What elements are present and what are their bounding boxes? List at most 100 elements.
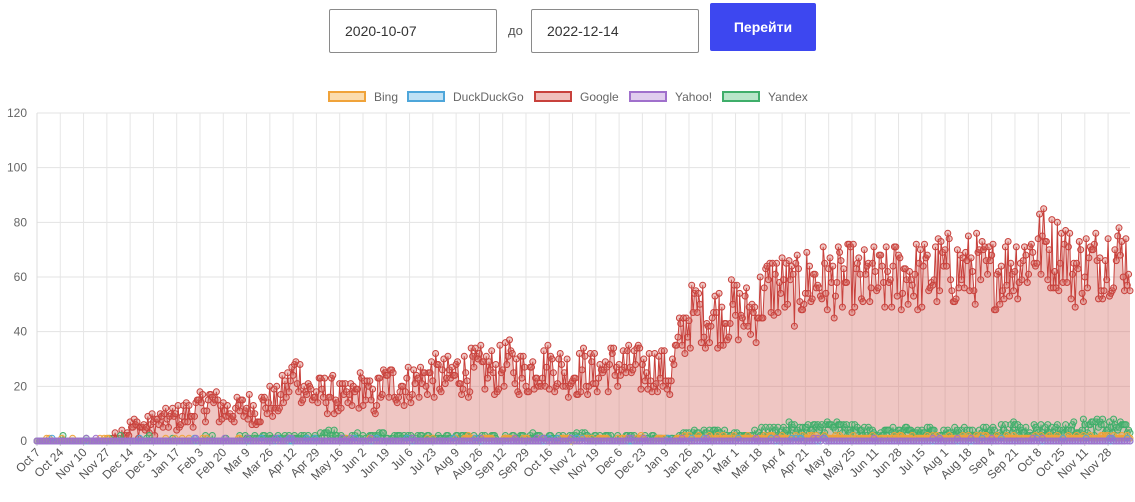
point-google — [1103, 276, 1111, 284]
point-google — [492, 361, 500, 368]
point-google — [670, 361, 678, 368]
point-google — [610, 344, 618, 352]
point-google — [1116, 251, 1124, 259]
point-google — [593, 388, 601, 396]
point-google — [1119, 273, 1127, 281]
legend-swatch-duckduckgo — [407, 91, 445, 102]
point-google — [337, 404, 345, 412]
point-google — [366, 377, 374, 385]
point-google — [244, 415, 252, 423]
point-google — [1101, 257, 1109, 265]
point-google — [563, 355, 571, 363]
point-google — [584, 391, 592, 398]
legend-label-yandex: Yandex — [768, 90, 808, 104]
point-google — [249, 402, 257, 409]
point-google — [752, 339, 760, 347]
legend-label-bing: Bing — [374, 90, 399, 104]
point-google — [636, 344, 644, 352]
point-google — [953, 246, 961, 254]
point-google — [823, 306, 831, 314]
point-google — [877, 251, 885, 259]
point-google — [554, 380, 561, 388]
point-google — [948, 287, 956, 295]
point-google — [784, 300, 792, 308]
point-google — [945, 235, 953, 243]
point-google — [354, 385, 361, 393]
point-google — [747, 330, 755, 338]
y-tick-label: 80 — [14, 215, 28, 229]
point-google — [606, 361, 613, 368]
go-button[interactable]: Перейти — [710, 3, 816, 51]
point-google — [862, 270, 870, 278]
point-google — [744, 322, 752, 330]
point-google — [666, 391, 674, 398]
point-google — [543, 363, 550, 371]
point-google — [318, 385, 326, 393]
point-google — [685, 317, 693, 325]
point-google — [471, 344, 479, 352]
point-google — [1001, 243, 1009, 251]
point-google — [178, 412, 186, 420]
point-google — [510, 369, 518, 377]
point-google — [1063, 279, 1071, 286]
point-google — [821, 259, 829, 267]
point-google — [375, 374, 383, 382]
point-google — [995, 268, 1002, 275]
point-google — [463, 377, 471, 385]
point-google — [1000, 295, 1008, 303]
date-to-field[interactable] — [531, 9, 699, 53]
point-google — [941, 246, 949, 254]
point-google — [223, 402, 231, 409]
point-google — [699, 281, 707, 289]
point-google — [848, 309, 856, 316]
point-google — [571, 374, 579, 382]
point-google — [545, 385, 553, 393]
point-google — [265, 399, 272, 407]
point-google — [819, 243, 827, 251]
point-google — [1040, 205, 1048, 213]
y-tick-label: 100 — [7, 161, 27, 175]
y-tick-label: 20 — [14, 379, 28, 393]
point-google — [686, 344, 694, 352]
point-google — [910, 292, 918, 300]
point-google — [197, 399, 205, 407]
point-google — [1023, 279, 1031, 286]
point-google — [1055, 287, 1063, 295]
point-google — [1078, 289, 1086, 297]
point-google — [1053, 218, 1061, 226]
point-google — [984, 270, 992, 278]
point-google — [970, 287, 978, 295]
point-google — [937, 238, 945, 245]
point-google — [286, 377, 294, 385]
point-google — [964, 232, 972, 240]
point-google — [437, 388, 445, 396]
point-google — [277, 391, 285, 398]
point-google — [889, 262, 897, 270]
point-google — [1011, 268, 1019, 275]
point-google — [654, 388, 661, 396]
point-google — [678, 341, 686, 349]
point-google — [133, 418, 141, 426]
point-google — [459, 385, 467, 393]
point-google — [629, 366, 637, 374]
point-google — [725, 333, 733, 341]
point-google — [148, 410, 156, 418]
point-google — [384, 371, 392, 379]
point-google — [592, 380, 600, 388]
point-google — [303, 391, 311, 398]
date-from-field[interactable] — [329, 9, 497, 53]
point-google — [660, 347, 668, 355]
point-google — [540, 347, 548, 355]
point-google — [1112, 257, 1120, 265]
point-google — [878, 262, 886, 270]
point-google — [870, 243, 878, 251]
point-google — [751, 303, 759, 311]
legend-swatch-google — [534, 91, 572, 102]
point-google — [299, 396, 307, 404]
point-google — [1003, 281, 1011, 289]
point-google — [969, 268, 976, 275]
point-google — [943, 262, 950, 270]
point-google — [1115, 224, 1123, 232]
point-google — [733, 281, 741, 289]
point-google — [1014, 295, 1022, 303]
